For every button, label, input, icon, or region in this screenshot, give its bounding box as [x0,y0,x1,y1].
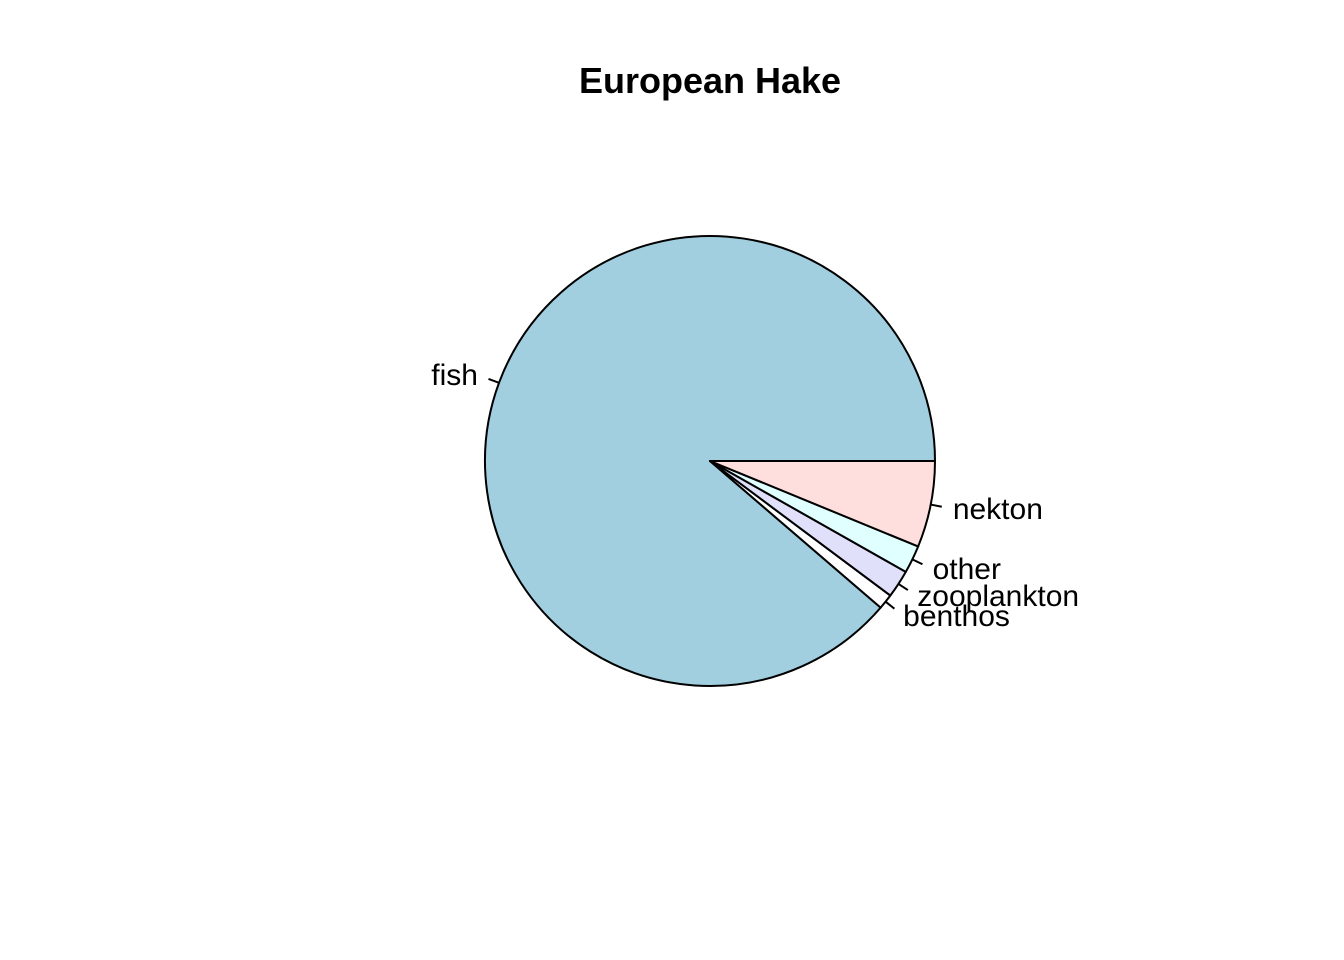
pie-leader-nekton [930,503,942,508]
pie-label-other: other [933,553,1001,586]
pie-leader-other [911,558,923,566]
pie-leader-benthos [884,600,896,610]
pie-slice-nekton [709,460,936,548]
pie-label-zooplankton: zooplankton [917,580,1079,613]
pie-label-benthos: benthos [903,600,1010,633]
pie-label-fish: fish [431,359,478,392]
pie-leader-fish [488,377,500,384]
pie-label-leaders [488,377,942,610]
pie-label-nekton: nekton [953,493,1043,526]
pie-slices [484,235,936,687]
pie-leader-zooplankton [897,583,909,591]
chart-title: European Hake [579,60,841,101]
